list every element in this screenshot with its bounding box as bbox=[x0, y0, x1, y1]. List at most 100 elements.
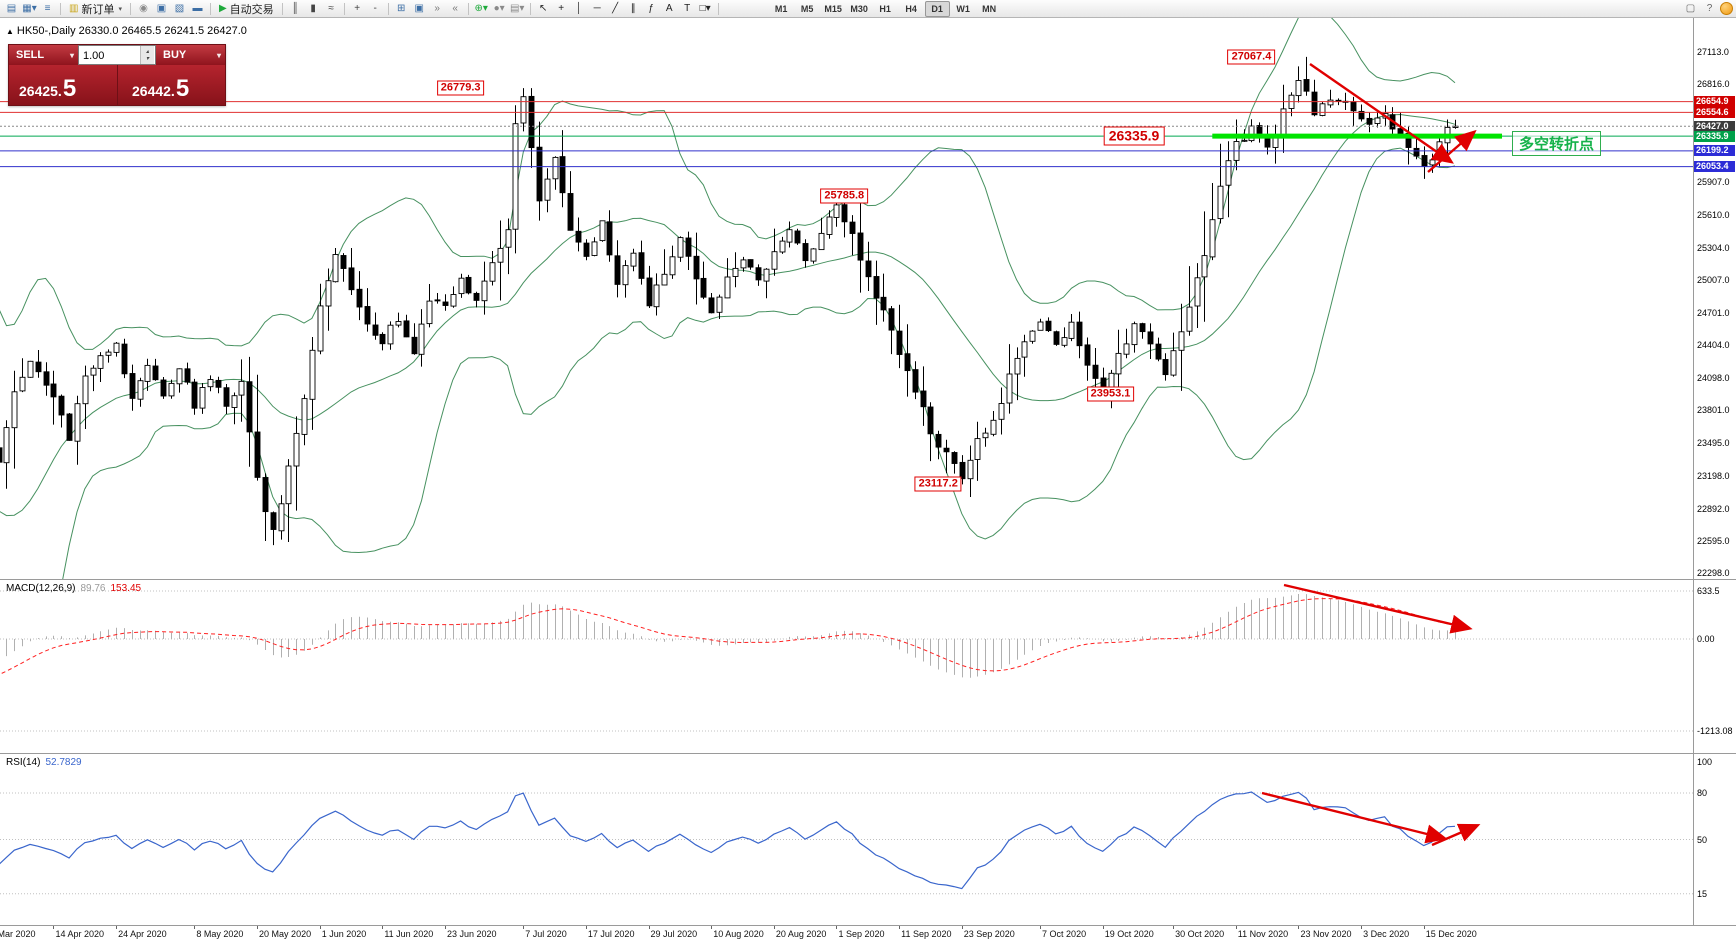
price-tag: 26554.6 bbox=[1694, 106, 1735, 118]
buy-button[interactable]: BUY ▾ bbox=[156, 45, 225, 65]
candlestick-icon[interactable]: ▮ bbox=[310, 3, 316, 14]
ohlc-close: 26427.0 bbox=[207, 25, 247, 37]
macd-panel[interactable] bbox=[0, 580, 1693, 753]
timeframe-m15[interactable]: M15 bbox=[824, 3, 842, 14]
timeframe-w1[interactable]: W1 bbox=[956, 3, 970, 14]
profiles-icon[interactable]: ▦▾ bbox=[22, 3, 37, 14]
one-click-trading-panel: SELL ▾ ▴ ▾ BUY ▾ 26425. 5 26442. bbox=[8, 44, 226, 106]
bar-chart-icon[interactable]: ║ bbox=[291, 3, 299, 14]
trendline-icon[interactable]: ╱ bbox=[612, 3, 619, 14]
time-axis-label: 3 Dec 2020 bbox=[1363, 929, 1410, 939]
price-axis-label: 22892.0 bbox=[1697, 503, 1730, 514]
time-axis-label: 11 Jun 2020 bbox=[384, 929, 434, 939]
price-axis-label: 27113.0 bbox=[1697, 47, 1729, 57]
fibonacci-icon[interactable]: ƒ bbox=[648, 3, 654, 14]
buy-caret-icon[interactable]: ▾ bbox=[216, 50, 221, 60]
spinner-up-icon[interactable]: ▴ bbox=[145, 49, 149, 55]
terminal-icon[interactable]: ▬ bbox=[192, 3, 203, 14]
timeframe-m1[interactable]: M1 bbox=[774, 3, 788, 14]
navigator-icon[interactable]: ▧ bbox=[174, 3, 185, 14]
time-axis-label: 29 Jul 2020 bbox=[650, 929, 698, 939]
zoom-out-icon[interactable]: - bbox=[373, 3, 377, 14]
new-order-button[interactable]: ▥ 新订单 ▾ bbox=[69, 3, 122, 16]
data-window-icon[interactable]: ▣ bbox=[156, 3, 167, 14]
price-tag: 26053.4 bbox=[1694, 161, 1735, 173]
time-tick bbox=[586, 925, 587, 929]
price-axis-label: 25007.0 bbox=[1697, 274, 1730, 285]
help-icon[interactable]: ? bbox=[1706, 3, 1713, 14]
templates-icon[interactable]: ▤▾ bbox=[509, 3, 525, 14]
price-callout[interactable]: 27067.4 bbox=[1227, 49, 1276, 65]
tile-windows-icon[interactable]: ⊞ bbox=[396, 3, 406, 14]
time-axis-label: 10 Aug 2020 bbox=[713, 929, 764, 939]
indicators-icon[interactable]: ⊕▾ bbox=[474, 3, 488, 14]
crosshair-icon[interactable]: + bbox=[558, 3, 565, 14]
buy-price[interactable]: 26442. 5 bbox=[117, 65, 225, 105]
sell-button[interactable]: SELL ▾ bbox=[9, 45, 78, 65]
timeframe-h1[interactable]: H1 bbox=[879, 3, 891, 14]
cursor-icon[interactable]: ↖ bbox=[538, 3, 548, 14]
channel-icon[interactable]: ∥ bbox=[630, 3, 636, 14]
auto-scroll-icon[interactable]: » bbox=[434, 3, 440, 14]
panel-separator[interactable] bbox=[0, 579, 1736, 580]
price-tag: 26335.9 bbox=[1694, 130, 1735, 142]
market-watch-icon[interactable]: ≡ bbox=[44, 3, 51, 14]
time-axis-label: 20 Aug 2020 bbox=[775, 929, 827, 939]
sell-price[interactable]: 26425. 5 bbox=[9, 65, 117, 105]
text-icon[interactable]: A bbox=[665, 3, 673, 14]
periods-icon[interactable]: ●▾ bbox=[493, 3, 505, 14]
timeframe-mn[interactable]: MN bbox=[982, 3, 997, 14]
time-axis-label: 19 Oct 2020 bbox=[1104, 929, 1154, 939]
time-tick bbox=[1361, 925, 1362, 929]
line-chart-icon[interactable]: ≈ bbox=[328, 3, 334, 14]
volume-input[interactable] bbox=[81, 47, 141, 64]
new-chart-icon[interactable]: ▤ bbox=[6, 3, 17, 14]
community-icon[interactable] bbox=[1720, 2, 1733, 15]
alerts-icon[interactable]: ◉ bbox=[139, 3, 148, 14]
chart-shift-icon[interactable]: « bbox=[452, 3, 458, 14]
rsi-panel[interactable] bbox=[0, 754, 1693, 925]
price-axis-label: 24098.0 bbox=[1697, 373, 1730, 384]
ohlc-high: 26465.5 bbox=[121, 25, 162, 37]
price-tag: 26199.2 bbox=[1694, 145, 1735, 157]
price-axis-label: 25907.0 bbox=[1697, 177, 1730, 188]
auto-trading-button-icon: ▶ bbox=[218, 3, 227, 14]
price-callout[interactable]: 26779.3 bbox=[436, 80, 485, 96]
volume-field[interactable]: ▴ ▾ bbox=[78, 45, 156, 65]
volume-spinner[interactable]: ▴ ▾ bbox=[140, 46, 154, 64]
time-axis-label: 24 Apr 2020 bbox=[118, 929, 167, 939]
sell-caret-icon[interactable]: ▾ bbox=[69, 50, 74, 60]
time-tick bbox=[1103, 925, 1104, 929]
docking-icon[interactable]: ▢ bbox=[1685, 3, 1696, 14]
time-axis-label: 1 Sep 2020 bbox=[838, 929, 885, 939]
label-icon[interactable]: T bbox=[684, 3, 691, 14]
time-axis-label: 23 Jun 2020 bbox=[446, 929, 497, 939]
turning-point-annotation[interactable]: 多空转折点 bbox=[1512, 131, 1602, 156]
rsi-axis-label: 50 bbox=[1697, 834, 1708, 845]
panel-separator[interactable] bbox=[0, 753, 1736, 754]
time-axis-label: 8 May 2020 bbox=[196, 929, 244, 939]
timeframe-h4[interactable]: H4 bbox=[905, 3, 917, 14]
price-callout[interactable]: 23117.2 bbox=[914, 476, 962, 492]
time-tick bbox=[382, 925, 383, 929]
timeframe-d1[interactable]: D1 bbox=[924, 0, 950, 17]
cascade-windows-icon[interactable]: ▣ bbox=[414, 3, 424, 14]
horizontal-line-icon[interactable]: ─ bbox=[593, 3, 601, 14]
price-callout[interactable]: 26335.9 bbox=[1103, 126, 1165, 146]
timeframe-m5[interactable]: M5 bbox=[800, 3, 814, 14]
price-axis-label: 22595.0 bbox=[1697, 535, 1730, 546]
auto-trading-button[interactable]: ▶ 自动交易 bbox=[218, 3, 274, 16]
price-callout[interactable]: 25785.8 bbox=[820, 188, 869, 204]
time-tick bbox=[962, 925, 963, 929]
price-tag: 26427.0 bbox=[1694, 120, 1735, 132]
price-callout[interactable]: 23953.1 bbox=[1086, 386, 1135, 402]
spinner-down-icon[interactable]: ▾ bbox=[145, 56, 149, 62]
price-axis-label: 23198.0 bbox=[1697, 470, 1730, 481]
vertical-line-icon[interactable]: │ bbox=[576, 3, 583, 14]
time-axis-label: 30 Oct 2020 bbox=[1175, 929, 1225, 939]
price-axis-label: 24701.0 bbox=[1697, 307, 1730, 318]
zoom-in-icon[interactable]: + bbox=[354, 3, 361, 14]
timeframe-m30[interactable]: M30 bbox=[850, 3, 868, 14]
price-chart[interactable] bbox=[0, 18, 1693, 579]
shapes-icon[interactable]: □▾ bbox=[699, 3, 711, 14]
